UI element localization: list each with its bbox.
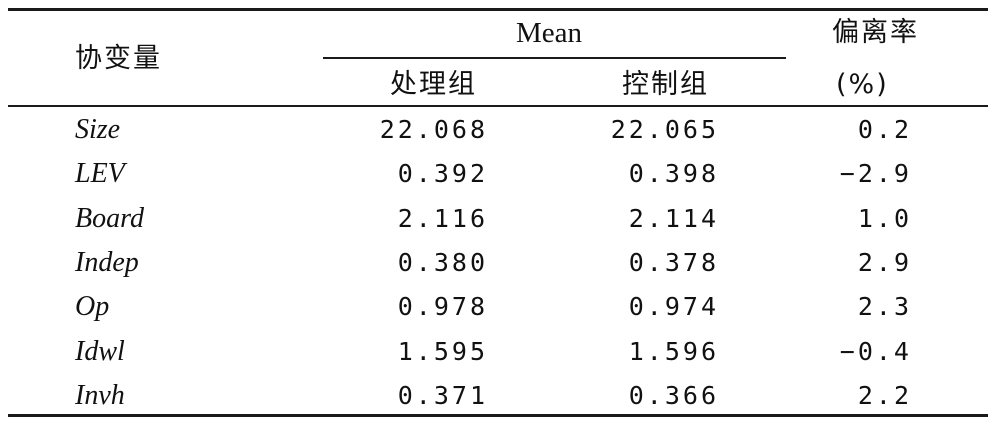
deviation-value: 2.2 — [857, 380, 912, 410]
deviation-value: −2.9 — [839, 159, 912, 189]
control-mean: 1.596 — [628, 336, 719, 366]
header-treated: 处理组 — [390, 69, 477, 100]
treated-mean: 0.392 — [397, 159, 488, 189]
deviation-value: 2.3 — [857, 292, 912, 322]
deviation-value: −0.4 — [839, 336, 912, 366]
header-covariate: 协变量 — [75, 43, 162, 74]
header-deviation: 偏离率 — [832, 17, 919, 48]
control-mean: 0.378 — [628, 247, 719, 277]
treated-mean: 0.371 — [397, 380, 488, 410]
row-variable: Op — [75, 291, 110, 323]
deviation-value: 1.0 — [857, 203, 912, 233]
top-rule — [8, 8, 988, 11]
header-rule — [8, 105, 988, 107]
header-deviation-unit: (%) — [836, 69, 889, 100]
treated-mean: 22.068 — [379, 115, 488, 144]
control-mean: 0.974 — [628, 292, 719, 322]
row-variable: Idwl — [75, 335, 125, 367]
mean-rule — [323, 57, 786, 59]
control-mean: 22.065 — [610, 115, 719, 144]
control-mean: 0.398 — [628, 159, 719, 189]
row-variable: Board — [75, 202, 144, 234]
deviation-value: 0.2 — [857, 115, 912, 144]
treated-mean: 0.978 — [397, 292, 488, 322]
bottom-rule — [8, 414, 988, 417]
row-variable: LEV — [75, 158, 125, 190]
treated-mean: 1.595 — [397, 336, 488, 366]
deviation-value: 2.9 — [857, 247, 912, 277]
control-mean: 2.114 — [628, 203, 719, 233]
row-variable: Indep — [75, 246, 139, 278]
header-control: 控制组 — [622, 69, 709, 100]
control-mean: 0.366 — [628, 380, 719, 410]
header-mean: Mean — [516, 17, 583, 49]
treated-mean: 0.380 — [397, 247, 488, 277]
treated-mean: 2.116 — [397, 203, 488, 233]
row-variable: Invh — [75, 379, 125, 411]
row-variable: Size — [75, 114, 121, 145]
